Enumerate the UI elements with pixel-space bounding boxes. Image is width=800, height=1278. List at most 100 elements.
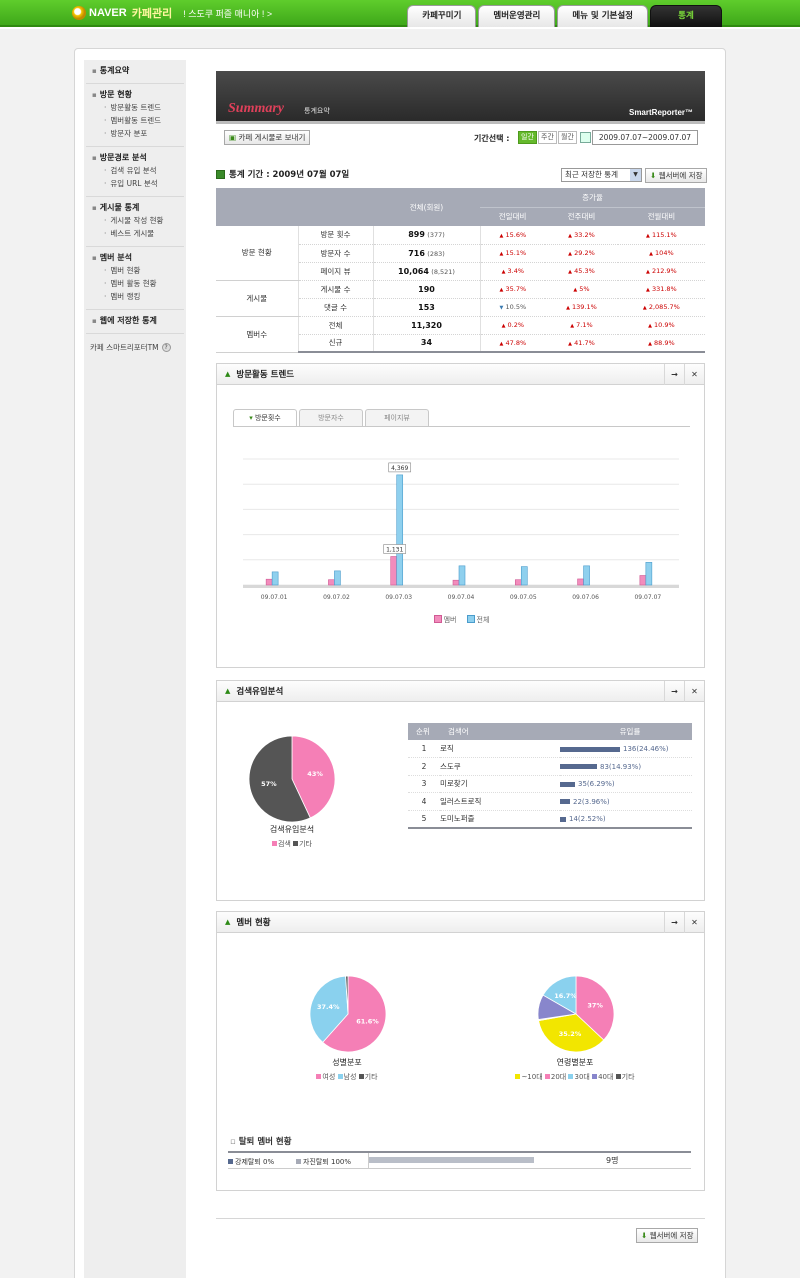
search-pie-caption: 검색유입분석 [269, 825, 315, 834]
rate-value: 331.8% [651, 285, 677, 293]
sidebar-item-path-analysis[interactable]: 방문경로 분석 [92, 152, 184, 164]
tab-member-manage[interactable]: 멤버운영관리 [478, 5, 556, 27]
arrow-right-icon[interactable]: → [664, 681, 684, 702]
row-value-num: 11,320 [411, 320, 442, 330]
data-label-box [388, 462, 412, 473]
saved-stats-select[interactable]: 최근 저장한 통계 ▼ [561, 168, 642, 182]
period-weekly-button[interactable]: 주간 [538, 131, 557, 144]
bar-member [639, 575, 647, 586]
sidebar-item-visitor-dist[interactable]: 방문자 분포 [92, 127, 184, 140]
sidebar-item-member-activity[interactable]: 멤버 활동 현황 [92, 277, 184, 290]
save-web-button-bottom[interactable]: ⬇ 웹서버에 저장 [636, 1228, 699, 1243]
bar-member [577, 578, 584, 586]
row-rate-month: ▲ 10.9% [617, 316, 705, 335]
sidebar-item-visit-status[interactable]: 방문 현황 [92, 89, 184, 101]
period-daily-button[interactable]: 일간 [518, 131, 537, 144]
sidebar-item-member-ranking[interactable]: 멤버 랭킹 [92, 290, 184, 303]
age-slice-label: 16.7% [554, 992, 577, 1000]
sidebar-item-member-analysis[interactable]: 멤버 분석 [92, 252, 184, 264]
rate-value: 45.3% [574, 267, 595, 275]
age-slice-label: 35.2% [559, 1030, 582, 1038]
table-row: 방문 현황 방문 횟수 899 (377) ▲ 15.6% ▲ 33.2% ▲ 115.1… [216, 226, 705, 281]
tab-statistics[interactable]: 통계 [650, 5, 722, 27]
age-pie-chart: 37% 35.2% 16.7% [537, 975, 615, 1053]
quit-forced-label: 강제탈퇴 0% [235, 1158, 275, 1166]
period-label: 기간선택 : [474, 134, 510, 143]
kw-keyword[interactable]: 미로찾기 [440, 775, 560, 793]
kw-keyword[interactable]: 로직 [440, 740, 560, 758]
arrow-right-icon[interactable]: → [664, 364, 684, 385]
collapse-up-icon[interactable]: ▲ [225, 687, 231, 695]
send-to-cafe-button[interactable]: ▣ 카페 게시물로 보내기 [224, 130, 311, 145]
table-row: 게시물 게시물 수 190 ▲ 35.7% ▲ 5% ▲ 331.8% [216, 280, 705, 317]
sidebar-item-post-stats[interactable]: 게시물 통계 [92, 202, 184, 214]
search-panel-title: 검색유입분석 [236, 687, 284, 697]
kw-keyword[interactable]: 도미노퍼즐 [440, 810, 560, 829]
arrow-up-icon: ▲ [499, 340, 504, 347]
quit-members-title: ▫ 탈퇴 멤버 현황 [230, 1135, 292, 1147]
bar-member [452, 579, 460, 586]
row-value-num: 716 [408, 248, 425, 258]
sidebar-item-url-inflow[interactable]: 유입 URL 분석 [92, 177, 184, 190]
sidebar-item-member-trend[interactable]: 멤버활동 트렌드 [92, 114, 184, 127]
collapse-up-icon[interactable]: ▲ [225, 918, 231, 926]
gender-legend: 여성 남성 기타 [287, 1072, 407, 1082]
sidebar-item-member-status[interactable]: 멤버 현황 [92, 264, 184, 277]
row-rate-week: ▲ 41.7% [545, 334, 618, 353]
tab-page-view[interactable]: 페이지뷰 [365, 409, 429, 426]
naver-cafe-logo-icon [72, 6, 86, 20]
member-panel: ▲ 멤버 현황 → ✕ 61.6% 37.4% 성별분포 여성 남성 기타 37%… [216, 911, 705, 1191]
arrow-right-icon[interactable]: → [664, 912, 684, 933]
sidebar-item-post-status[interactable]: 게시물 작성 현황 [92, 214, 184, 227]
close-icon[interactable]: ✕ [684, 681, 704, 702]
row-value-num: 10,064 [398, 266, 429, 276]
bar-member [328, 579, 335, 586]
cafe-name-link[interactable]: ! 스도쿠 퍼즐 매니아 ! > [183, 8, 273, 19]
table-row: 방문자 수 716 (283) ▲ 15.1% ▲ 29.2% ▲ 104% [216, 244, 705, 263]
inflow-value: 22(3.96%) [573, 797, 610, 806]
kw-keyword[interactable]: 스도쿠 [440, 757, 560, 776]
search-slice [248, 735, 311, 823]
sidebar-item-best-posts[interactable]: 베스트 게시물 [92, 227, 184, 240]
row-rate-week: ▲ 5% [545, 280, 618, 299]
kw-rank: 4 [408, 792, 440, 811]
sidebar-item-saved-stats[interactable]: 웹에 저장한 통계 [92, 315, 184, 327]
rate-value: 15.6% [505, 230, 527, 239]
collapse-up-icon[interactable]: ▲ [225, 370, 231, 378]
smart-reporter-brand: SmartReporter™ [628, 108, 693, 117]
tab-visit-count[interactable]: 방문횟수 [233, 409, 297, 426]
tab-menu-settings[interactable]: 메뉴 및 기본설정 [557, 5, 648, 27]
quit-members-bar: 강제탈퇴 0% 자진탈퇴 100% 9명 [228, 1151, 691, 1169]
row-rate-day: ▲ 15.6% [480, 226, 546, 245]
data-label-member: 1,131 [386, 546, 403, 553]
kw-keyword[interactable]: 일러스트로직 [440, 792, 560, 811]
tab-visitor-count[interactable]: 방문자수 [299, 409, 363, 426]
logo[interactable]: NAVER 카페관리 ! 스도쿠 퍼즐 매니아 ! > [72, 5, 272, 21]
close-icon[interactable]: ✕ [684, 912, 704, 933]
sidebar-item-summary[interactable]: 통계요약 [92, 65, 184, 77]
date-range-field[interactable]: 2009.07.07~2009.07.07 [592, 130, 698, 145]
calendar-icon[interactable] [580, 132, 591, 143]
save-web-button[interactable]: ⬇ 웹서버에 저장 [645, 168, 708, 183]
row-value: 716 (283) [373, 244, 481, 263]
data-label-box [383, 544, 407, 554]
summary-stats-table: 전체(회원) 증가율 전일대비 전주대비 전월대비 방문 현황 방문 횟수 899 … [216, 188, 705, 353]
row-rate-month: ▲ 104% [617, 244, 705, 263]
close-icon[interactable]: ✕ [684, 364, 704, 385]
sidebar-item-visit-trend[interactable]: 방문활동 트렌드 [92, 101, 184, 114]
help-icon[interactable]: ? [161, 343, 171, 352]
quit-forced: 강제탈퇴 0% [228, 1157, 274, 1167]
sidebar-item-search-inflow[interactable]: 검색 유입 분석 [92, 164, 184, 177]
row-label: 전체 [298, 316, 374, 335]
table-row: 댓글 수 153 ▼ 10.5% ▲ 139.1% ▲ 2,085.7% [216, 298, 705, 317]
sidebar-section: 통계요약 [86, 60, 184, 84]
row-rate-day: ▲ 35.7% [480, 280, 546, 299]
tab-cafe-decorate[interactable]: 카페꾸미기 [407, 5, 477, 27]
sidebar-section: 웹에 저장한 통계 [86, 310, 184, 334]
rate-value: 35.7% [505, 285, 527, 293]
save-web-label-bottom: 웹서버에 저장 [649, 1231, 694, 1240]
bottom-divider [216, 1218, 705, 1219]
period-monthly-button[interactable]: 월간 [558, 131, 577, 144]
send-to-cafe-label: 카페 게시물로 보내기 [238, 133, 306, 142]
arrow-up-icon: ▲ [501, 269, 506, 275]
